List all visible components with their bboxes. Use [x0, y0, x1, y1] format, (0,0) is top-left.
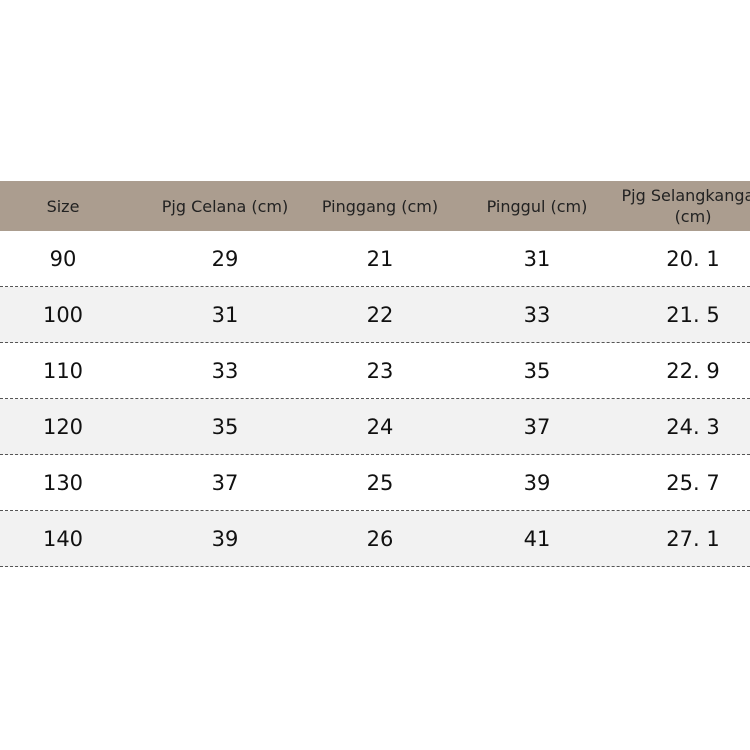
- table-cell: 27. 1: [666, 526, 720, 551]
- table-cell: 21: [366, 246, 394, 271]
- table-cell: 23: [366, 358, 394, 383]
- table-cell: 37: [523, 414, 551, 439]
- header-row: Size Pjg Celana (cm) Pinggang (cm) Pinggul …: [0, 181, 750, 231]
- table-cell: 33: [211, 358, 239, 383]
- table-cell: 20. 1: [666, 246, 720, 271]
- table-cell: 33: [523, 302, 551, 327]
- table-cell: 24. 3: [666, 414, 720, 439]
- table-cell: 22. 9: [666, 358, 720, 383]
- table-cell: 35: [211, 414, 239, 439]
- table-cell: 25. 7: [666, 470, 720, 495]
- table-cell: 39: [211, 526, 239, 551]
- header-cell: Pjg Celana (cm): [161, 196, 289, 216]
- table-row: 120 35 24 37 24. 3: [0, 399, 750, 455]
- header-cell: Size: [46, 196, 80, 216]
- table-cell: 110: [42, 358, 84, 383]
- table-cell: 90: [49, 246, 77, 271]
- table-row: 130 37 25 39 25. 7: [0, 455, 750, 511]
- table-row: 110 33 23 35 22. 9: [0, 343, 750, 399]
- table-cell: 21. 5: [666, 302, 720, 327]
- table-cell: 24: [366, 414, 394, 439]
- table-cell: 31: [523, 246, 551, 271]
- table-cell: 41: [523, 526, 551, 551]
- table-cell: 37: [211, 470, 239, 495]
- table-cell: 140: [42, 526, 84, 551]
- table-cell: 100: [42, 302, 84, 327]
- table-cell: 26: [366, 526, 394, 551]
- table-cell: 120: [42, 414, 84, 439]
- table-cell: 31: [211, 302, 239, 327]
- header-cell: Pjg Selangkangan (cm): [621, 186, 750, 226]
- table-cell: 130: [42, 470, 84, 495]
- table-cell: 29: [211, 246, 239, 271]
- table-row: 90 29 21 31 20. 1: [0, 231, 750, 287]
- table-cell: 39: [523, 470, 551, 495]
- header-cell: Pinggang (cm): [321, 196, 439, 216]
- table-cell: 25: [366, 470, 394, 495]
- table-cell: 22: [366, 302, 394, 327]
- table-cell: 35: [523, 358, 551, 383]
- header-cell: Pinggul (cm): [486, 196, 588, 216]
- table-row: 140 39 26 41 27. 1: [0, 511, 750, 567]
- table-row: 100 31 22 33 21. 5: [0, 287, 750, 343]
